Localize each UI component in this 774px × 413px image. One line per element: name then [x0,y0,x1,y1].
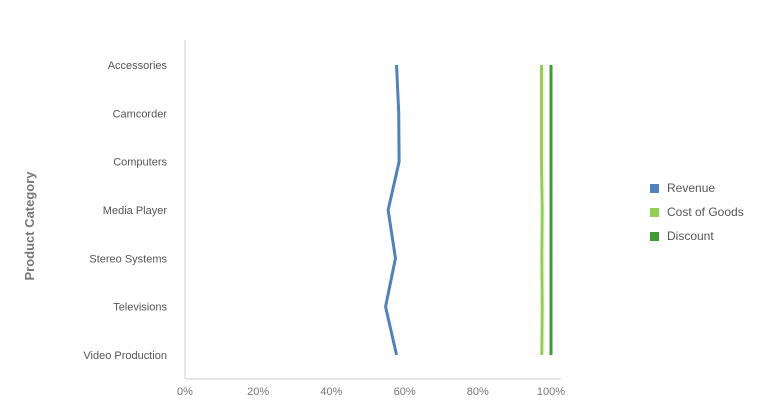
series-line-cost-of-goods[interactable] [539,65,544,355]
series-line-revenue[interactable] [384,64,401,356]
category-label: Media Player [103,205,168,217]
x-tick-label: 80% [467,386,489,398]
legend-label-discount: Discount [667,229,714,243]
legend-item-cost-of-goods[interactable]: Cost of Goods [650,200,744,224]
x-tick-label: 40% [320,386,342,398]
legend-item-discount[interactable]: Discount [650,224,744,248]
category-label: Camcorder [113,108,168,120]
category-labels: Accessories Camcorder Computers Media Playe… [83,60,167,362]
legend-swatch-cost-of-goods [650,207,659,217]
legend-label-revenue: Revenue [667,181,716,195]
x-tick-label: 20% [247,386,269,398]
tick-labels: 0% 20% 40% 60% 80% 100% [177,386,565,398]
category-label: Computers [113,157,167,169]
category-label: Televisions [113,302,167,314]
y-axis-title: Product Category [22,171,37,281]
category-label: Stereo Systems [89,253,167,265]
legend-swatch-discount [650,231,659,241]
legend-label-cost-of-goods: Cost of Goods [667,205,744,219]
x-tick-label: 0% [177,386,193,398]
category-label: Accessories [108,60,168,72]
legend: Revenue Cost of Goods Discount [650,176,744,248]
legend-item-revenue[interactable]: Revenue [650,176,744,200]
category-label: Video Production [83,350,167,362]
x-tick-label: 60% [394,386,416,398]
x-tick-label: 100% [537,386,565,398]
legend-swatch-revenue [650,183,659,193]
series-lines [384,64,553,356]
